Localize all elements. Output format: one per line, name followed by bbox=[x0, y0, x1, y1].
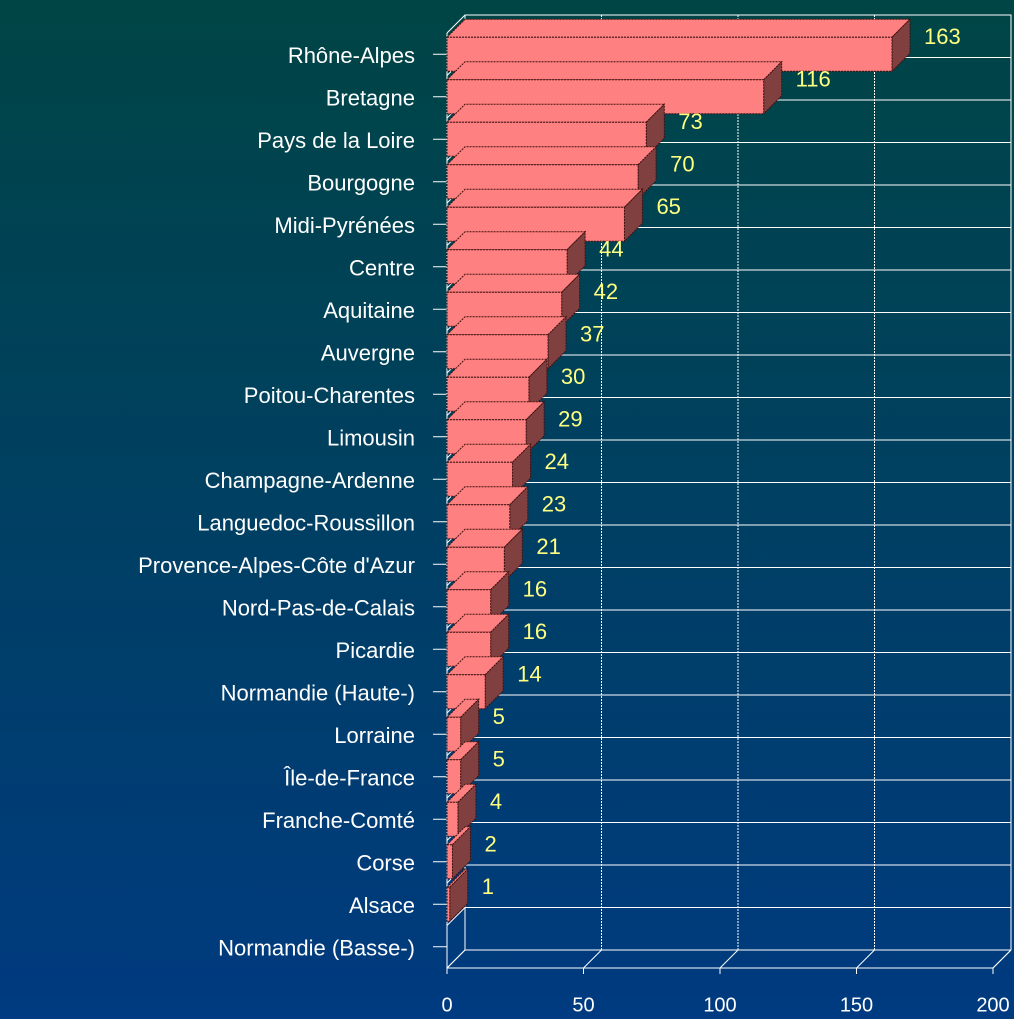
x-tick-label: 150 bbox=[840, 994, 873, 1016]
value-label: 2 bbox=[484, 832, 496, 857]
value-label: 16 bbox=[523, 619, 547, 644]
y-tick-label: Alsace bbox=[349, 893, 415, 918]
value-label: 14 bbox=[517, 662, 541, 687]
bar bbox=[446, 844, 453, 880]
y-tick-label: Bretagne bbox=[326, 86, 415, 111]
value-label: 29 bbox=[558, 407, 582, 432]
value-label: 42 bbox=[594, 279, 618, 304]
y-tick-label: Rhône-Alpes bbox=[288, 43, 415, 68]
bar-top bbox=[445, 188, 644, 208]
value-label: 37 bbox=[580, 322, 604, 347]
y-tick-label: Normandie (Haute-) bbox=[221, 681, 415, 706]
y-tick-label: Midi-Pyrénées bbox=[274, 213, 415, 238]
y-tick-label: Champagne-Ardenne bbox=[205, 468, 415, 493]
value-label: 116 bbox=[796, 67, 831, 92]
y-tick-label: Normandie (Basse-) bbox=[218, 936, 415, 961]
x-tick-label: 200 bbox=[976, 994, 1009, 1016]
y-tick-label: Provence-Alpes-Côte d'Azur bbox=[138, 553, 415, 578]
value-label: 16 bbox=[523, 577, 547, 602]
y-tick-label: Nord-Pas-de-Calais bbox=[222, 596, 415, 621]
value-label: 21 bbox=[536, 534, 560, 559]
bar-top bbox=[445, 103, 666, 123]
category-line bbox=[446, 907, 466, 926]
bar-top bbox=[445, 146, 658, 166]
bar bbox=[446, 886, 451, 922]
bar bbox=[446, 716, 462, 752]
value-label: 163 bbox=[924, 24, 961, 49]
y-tick-label: Franche-Comté bbox=[262, 808, 415, 833]
value-label: 5 bbox=[493, 747, 505, 772]
value-label: 4 bbox=[490, 789, 502, 814]
bar-top bbox=[445, 273, 581, 293]
bar-top bbox=[445, 316, 568, 336]
grid-line bbox=[992, 949, 1012, 969]
y-tick-label: Auvergne bbox=[321, 341, 415, 366]
x-tick-label: 0 bbox=[441, 994, 452, 1016]
value-label: 70 bbox=[670, 152, 694, 177]
y-tick-label: Pays de la Loire bbox=[257, 128, 415, 153]
y-tick-label: Île-de-France bbox=[283, 766, 415, 791]
y-tick-label: Bourgogne bbox=[307, 171, 415, 196]
grid-line bbox=[719, 949, 739, 969]
y-tick-label: Lorraine bbox=[334, 723, 415, 748]
y-tick-label: Limousin bbox=[327, 426, 415, 451]
grid-line bbox=[856, 949, 875, 969]
y-tick-label: Picardie bbox=[336, 638, 415, 663]
x-tick-label: 50 bbox=[572, 994, 594, 1016]
value-label: 73 bbox=[678, 109, 702, 134]
value-label: 23 bbox=[542, 492, 566, 517]
grid-line bbox=[446, 949, 466, 969]
value-label: 30 bbox=[561, 364, 585, 389]
value-label: 5 bbox=[493, 704, 505, 729]
bar-top bbox=[445, 18, 912, 38]
y-tick-label: Centre bbox=[349, 256, 415, 281]
y-tick-label: Corse bbox=[356, 851, 415, 876]
bar bbox=[446, 801, 459, 837]
y-tick-label: Poitou-Charentes bbox=[244, 383, 415, 408]
bar bbox=[446, 759, 462, 795]
value-label: 44 bbox=[599, 237, 623, 262]
value-label: 65 bbox=[656, 194, 680, 219]
y-tick-label: Aquitaine bbox=[323, 298, 415, 323]
value-label: 1 bbox=[482, 874, 494, 899]
grid-line bbox=[583, 949, 602, 969]
value-label: 24 bbox=[545, 449, 569, 474]
y-tick-label: Languedoc-Roussillon bbox=[197, 511, 415, 536]
bar-top bbox=[445, 61, 783, 81]
bar-top bbox=[445, 231, 587, 251]
plot: 0 50 100 150 200 Rhône-Alpes Bretagne Pays de l… bbox=[138, 14, 1012, 1016]
x-tick-label: 100 bbox=[703, 994, 736, 1016]
